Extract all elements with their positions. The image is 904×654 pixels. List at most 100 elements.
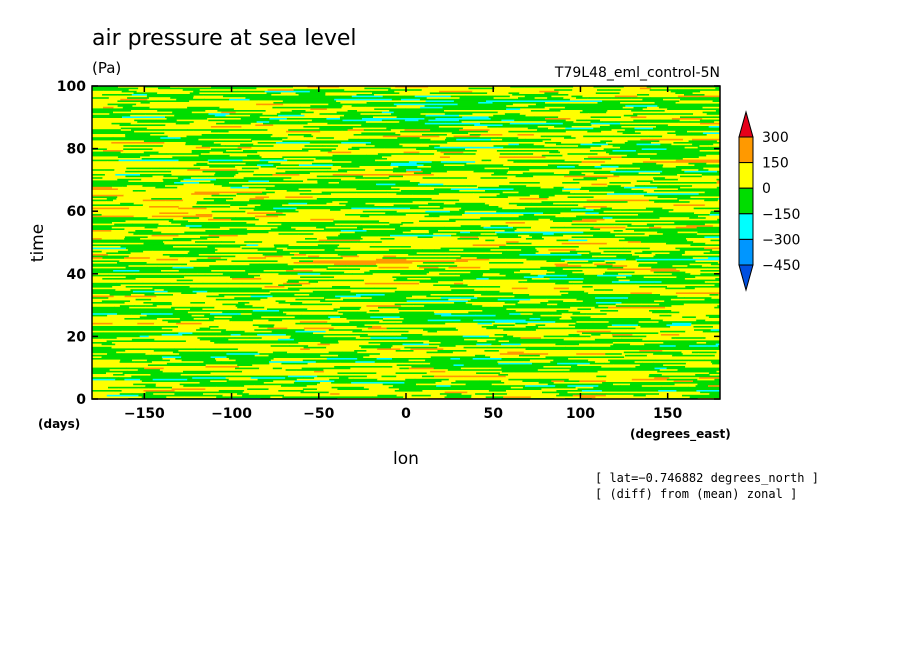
heatmap-cell xyxy=(419,151,441,154)
heatmap-cell xyxy=(298,310,328,312)
heatmap-cell xyxy=(476,150,498,152)
heatmap-cell xyxy=(290,303,320,306)
heatmap-cell xyxy=(562,182,580,184)
heatmap-cell xyxy=(591,334,601,336)
heatmap-cell xyxy=(152,250,163,253)
heatmap-cell xyxy=(92,196,118,199)
heatmap-cell xyxy=(146,314,177,317)
heatmap-cell xyxy=(116,351,145,354)
heatmap-cell xyxy=(177,177,192,180)
heatmap-cell xyxy=(244,241,263,244)
heatmap-cell xyxy=(220,212,248,215)
heatmap-cell xyxy=(372,273,401,276)
heatmap-cell xyxy=(128,231,162,234)
heatmap-cell xyxy=(309,90,323,93)
heatmap-cell xyxy=(217,127,253,130)
heatmap-cell xyxy=(586,198,605,200)
heatmap-cell xyxy=(570,257,598,260)
heatmap-cell xyxy=(396,255,415,258)
heatmap-cell xyxy=(299,174,320,176)
heatmap-cell xyxy=(159,225,170,228)
heatmap-cell xyxy=(670,298,705,301)
heatmap-cell xyxy=(133,268,167,271)
heatmap-cell xyxy=(316,263,335,266)
heatmap-cell xyxy=(355,220,380,223)
heatmap-cell xyxy=(565,130,588,133)
heatmap-cell xyxy=(92,154,116,157)
heatmap-cell xyxy=(392,332,405,335)
heatmap-cell xyxy=(668,278,686,280)
heatmap-cell xyxy=(269,111,281,114)
heatmap-cell xyxy=(659,314,672,317)
heatmap-cell xyxy=(291,151,318,154)
heatmap-cell xyxy=(281,218,311,221)
heatmap-cell xyxy=(502,134,518,136)
heatmap-cell xyxy=(234,119,266,122)
heatmap-cell xyxy=(367,186,392,189)
heatmap-cell xyxy=(143,302,173,304)
heatmap-cell xyxy=(124,257,151,260)
heatmap-cell xyxy=(338,231,356,234)
heatmap-cell xyxy=(586,282,617,285)
heatmap-cell xyxy=(376,358,393,360)
heatmap-cell xyxy=(287,287,316,290)
heatmap-cell xyxy=(422,134,448,136)
heatmap-cell xyxy=(171,170,203,173)
heatmap-cell xyxy=(349,321,367,324)
heatmap-cell xyxy=(267,238,280,240)
heatmap-cell xyxy=(143,250,154,253)
heatmap-cell xyxy=(667,129,699,132)
heatmap-cell xyxy=(307,122,328,125)
heatmap-cell xyxy=(201,134,221,136)
heatmap-cell xyxy=(394,310,405,312)
heatmap-cell xyxy=(92,274,109,277)
heatmap-cell xyxy=(634,127,654,130)
heatmap-cell xyxy=(619,92,651,95)
heatmap-cell xyxy=(154,322,177,325)
heatmap-cell xyxy=(477,188,502,191)
heatmap-cell xyxy=(341,130,363,133)
heatmap-cell xyxy=(404,206,420,208)
heatmap-cell xyxy=(478,353,501,356)
heatmap-cell xyxy=(563,338,596,341)
heatmap-cell xyxy=(582,162,608,165)
heatmap-cell xyxy=(180,158,208,160)
heatmap-cell xyxy=(323,302,334,304)
heatmap-cell xyxy=(556,204,579,207)
heatmap-cell xyxy=(211,270,237,272)
heatmap-cell xyxy=(569,250,591,253)
heatmap-cell xyxy=(557,148,577,151)
heatmap-cell xyxy=(716,318,720,320)
heatmap-cell xyxy=(560,212,586,215)
heatmap-cell xyxy=(160,137,182,140)
heatmap-cell xyxy=(492,342,517,344)
heatmap-cell xyxy=(568,239,588,242)
heatmap-cell xyxy=(295,322,325,325)
heatmap-cell xyxy=(328,103,359,106)
heatmap-cell xyxy=(651,266,670,269)
heatmap-cell xyxy=(309,118,327,120)
heatmap-cell xyxy=(532,239,558,242)
heatmap-cell xyxy=(138,255,171,258)
heatmap-cell xyxy=(416,162,447,165)
heatmap-cell xyxy=(213,199,227,202)
heatmap-cell xyxy=(329,162,362,165)
heatmap-cell xyxy=(710,153,720,156)
heatmap-cell xyxy=(205,230,232,232)
heatmap-cell xyxy=(382,196,399,199)
heatmap-cell xyxy=(690,244,706,247)
heatmap-cell xyxy=(184,113,209,116)
heatmap-cell xyxy=(92,127,122,130)
heatmap-cell xyxy=(408,330,429,333)
heatmap-cell xyxy=(213,266,240,269)
heatmap-cell xyxy=(351,183,365,186)
heatmap-cell xyxy=(369,322,396,325)
heatmap-cell xyxy=(300,222,325,224)
heatmap-cell xyxy=(102,270,114,272)
heatmap-cell xyxy=(586,185,609,188)
heatmap-cell xyxy=(545,356,575,359)
heatmap-cell xyxy=(510,86,545,88)
heatmap-cell xyxy=(440,289,452,292)
heatmap-cell xyxy=(196,162,208,165)
heatmap-cell xyxy=(162,319,187,322)
